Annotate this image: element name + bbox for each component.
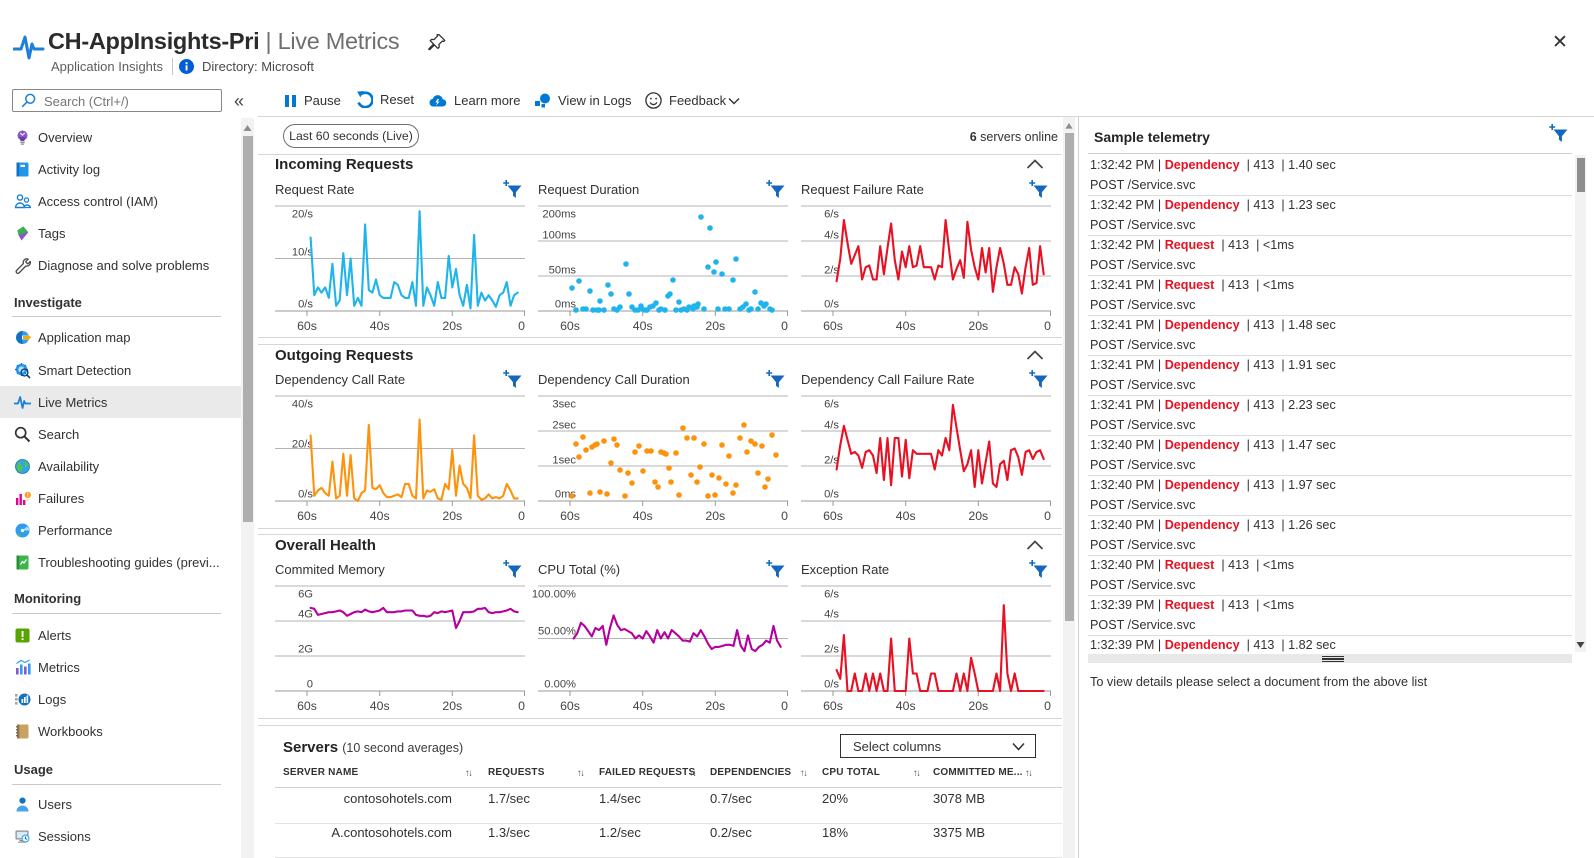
svg-text:4G: 4G [298,609,313,621]
svg-text:4/s: 4/s [824,420,839,432]
svg-text:2/s: 2/s [824,455,839,467]
svg-text:0/s: 0/s [298,299,313,311]
svg-text:0.00%: 0.00% [544,679,576,691]
svg-text:4/s: 4/s [824,609,839,621]
svg-text:60s: 60s [823,319,843,333]
svg-text:40s: 40s [370,699,390,713]
svg-text:20s: 20s [705,699,725,713]
svg-text:50ms: 50ms [549,265,577,277]
svg-text:2G: 2G [298,644,313,656]
svg-text:60s: 60s [560,319,580,333]
svg-text:60s: 60s [823,509,843,523]
svg-text:6/s: 6/s [824,209,839,221]
svg-text:0: 0 [1044,509,1051,523]
svg-text:40s: 40s [896,509,916,523]
svg-text:2/s: 2/s [824,265,839,277]
svg-text:40/s: 40/s [292,399,314,411]
svg-text:1sec: 1sec [552,455,576,467]
svg-text:20/s: 20/s [292,209,314,221]
svg-text:40s: 40s [633,699,653,713]
svg-text:2/s: 2/s [824,644,839,656]
svg-text:0/s: 0/s [824,679,839,691]
svg-text:0/s: 0/s [824,489,839,501]
svg-text:50.00%: 50.00% [538,626,576,638]
svg-text:20s: 20s [705,509,725,523]
svg-text:0ms: 0ms [555,299,577,311]
svg-text:40s: 40s [370,509,390,523]
svg-text:40s: 40s [633,319,653,333]
svg-text:40s: 40s [896,699,916,713]
svg-text:6G: 6G [298,589,313,601]
svg-text:100ms: 100ms [542,230,576,242]
svg-text:6/s: 6/s [824,399,839,411]
svg-text:60s: 60s [823,699,843,713]
svg-text:60s: 60s [297,509,317,523]
svg-text:0: 0 [518,319,525,333]
svg-text:2sec: 2sec [552,420,576,432]
svg-text:100.00%: 100.00% [532,589,576,601]
svg-text:60s: 60s [560,699,580,713]
svg-text:20/s: 20/s [292,439,314,451]
svg-text:20s: 20s [442,509,462,523]
svg-text:60s: 60s [297,699,317,713]
svg-text:20s: 20s [442,699,462,713]
svg-text:0/s: 0/s [298,489,313,501]
svg-text:10/s: 10/s [292,247,314,259]
svg-text:6/s: 6/s [824,589,839,601]
svg-text:4/s: 4/s [824,230,839,242]
svg-text:0/s: 0/s [824,299,839,311]
svg-text:60s: 60s [560,509,580,523]
svg-text:0: 0 [518,509,525,523]
svg-text:40s: 40s [633,509,653,523]
svg-text:20s: 20s [968,699,988,713]
svg-text:20s: 20s [442,319,462,333]
svg-text:0: 0 [781,699,788,713]
svg-text:0: 0 [1044,319,1051,333]
svg-text:20s: 20s [705,319,725,333]
svg-text:0: 0 [307,679,313,691]
svg-text:20s: 20s [968,509,988,523]
svg-text:0: 0 [781,319,788,333]
svg-text:3sec: 3sec [552,399,576,411]
svg-text:0: 0 [1044,699,1051,713]
svg-text:0: 0 [781,509,788,523]
svg-text:40s: 40s [896,319,916,333]
svg-text:200ms: 200ms [542,209,576,221]
svg-text:0: 0 [518,699,525,713]
svg-text:20s: 20s [968,319,988,333]
svg-text:40s: 40s [370,319,390,333]
svg-text:60s: 60s [297,319,317,333]
